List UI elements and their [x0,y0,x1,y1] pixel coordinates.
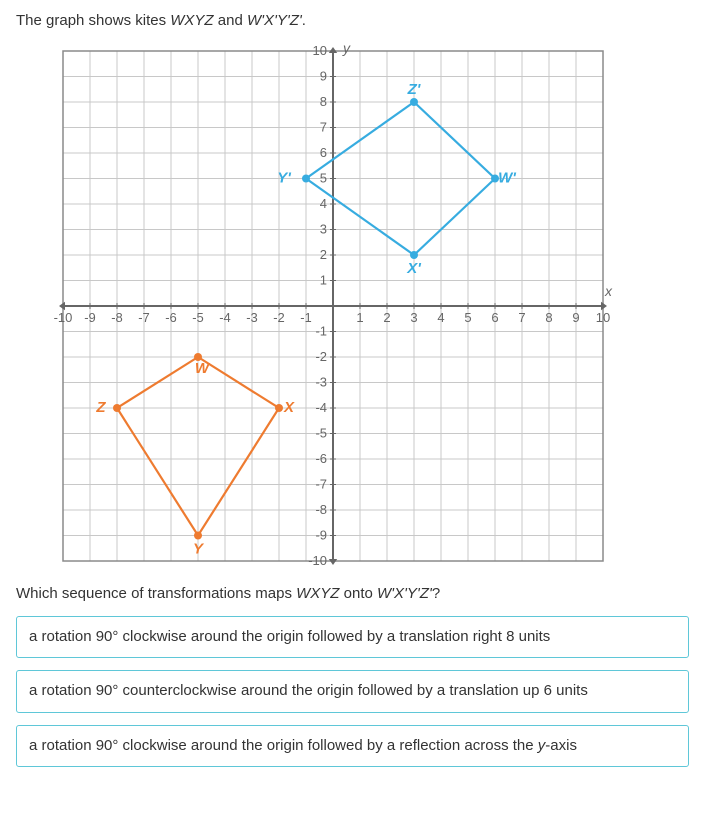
svg-text:-6: -6 [165,310,177,325]
prompt-post: . [302,12,306,29]
svg-text:1: 1 [356,310,363,325]
prompt-text: The graph shows kites WXYZ and W'X'Y'Z'. [16,12,689,29]
svg-text:-4: -4 [219,310,231,325]
svg-text:X': X' [406,260,421,277]
answer-option-b[interactable]: a rotation 90° counterclockwise around t… [16,670,689,712]
svg-text:-1: -1 [315,324,327,339]
svg-text:-1: -1 [300,310,312,325]
question-post: ? [432,585,440,602]
svg-text:-9: -9 [84,310,96,325]
svg-text:8: 8 [319,94,326,109]
graph-svg: -10-9-8-7-6-5-4-3-2-112345678910-10-9-8-… [53,41,613,571]
svg-text:5: 5 [464,310,471,325]
svg-text:-6: -6 [315,451,327,466]
svg-text:-9: -9 [315,528,327,543]
prompt-pre: The graph shows kites [16,12,170,29]
svg-text:y: y [342,41,351,56]
question-pre: Which sequence of transformations maps [16,585,296,602]
answer-option-c[interactable]: a rotation 90° clockwise around the orig… [16,725,689,767]
svg-text:W: W [194,360,210,377]
svg-text:x: x [604,283,613,299]
option-a-text: a rotation 90° clockwise around the orig… [29,628,550,645]
svg-text:8: 8 [545,310,552,325]
answer-option-a[interactable]: a rotation 90° clockwise around the orig… [16,616,689,658]
svg-text:6: 6 [491,310,498,325]
svg-text:2: 2 [319,247,326,262]
svg-text:Z': Z' [406,81,420,98]
svg-text:-5: -5 [315,426,327,441]
coordinate-graph: -10-9-8-7-6-5-4-3-2-112345678910-10-9-8-… [53,41,653,571]
svg-text:7: 7 [319,120,326,135]
svg-text:7: 7 [518,310,525,325]
svg-text:3: 3 [410,310,417,325]
svg-text:1: 1 [319,273,326,288]
svg-text:10: 10 [312,43,326,58]
svg-text:5: 5 [319,171,326,186]
svg-text:-4: -4 [315,400,327,415]
svg-text:-3: -3 [246,310,258,325]
question-kite2: W'X'Y'Z' [377,585,432,602]
question-mid: onto [339,585,377,602]
svg-text:Z: Z [95,399,106,416]
prompt-kite2: W'X'Y'Z' [247,12,302,29]
question-kite1: WXYZ [296,585,339,602]
svg-text:-3: -3 [315,375,327,390]
prompt-kite1: WXYZ [170,12,213,29]
svg-text:-7: -7 [138,310,150,325]
svg-text:X: X [282,399,294,416]
svg-text:4: 4 [437,310,444,325]
svg-text:-5: -5 [192,310,204,325]
option-b-text: a rotation 90° counterclockwise around t… [29,682,588,699]
svg-text:-10: -10 [53,310,72,325]
svg-text:W': W' [498,170,516,187]
svg-text:9: 9 [572,310,579,325]
svg-text:-2: -2 [315,349,327,364]
svg-text:-8: -8 [111,310,123,325]
prompt-mid: and [214,12,247,29]
svg-text:2: 2 [383,310,390,325]
svg-text:Y': Y' [277,170,291,187]
svg-text:-10: -10 [308,553,327,568]
svg-text:4: 4 [319,196,326,211]
svg-text:-2: -2 [273,310,285,325]
option-c-post: -axis [545,737,577,754]
svg-text:6: 6 [319,145,326,160]
svg-text:9: 9 [319,69,326,84]
svg-text:10: 10 [595,310,609,325]
svg-text:-8: -8 [315,502,327,517]
svg-text:-7: -7 [315,477,327,492]
question-text: Which sequence of transformations maps W… [16,585,689,602]
svg-text:3: 3 [319,222,326,237]
option-c-pre: a rotation 90° clockwise around the orig… [29,737,538,754]
